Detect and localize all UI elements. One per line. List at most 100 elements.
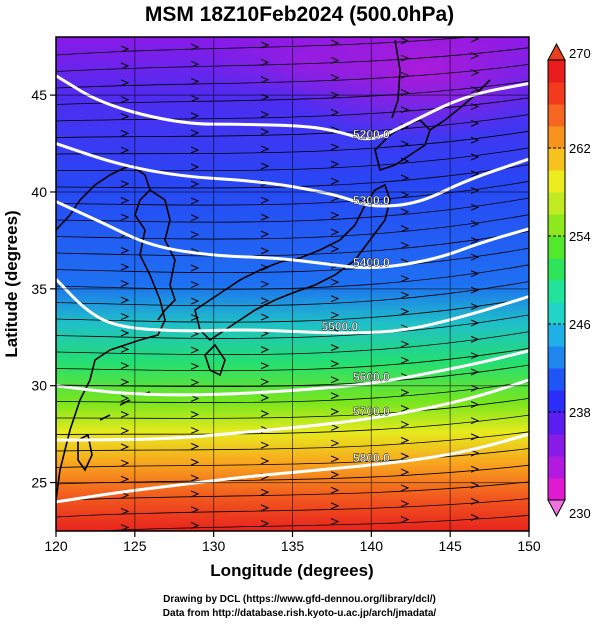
streamline [56, 114, 529, 138]
wind-arrow [260, 230, 270, 238]
wind-arrow [400, 71, 410, 79]
wind-arrow [400, 421, 410, 428]
wind-arrow [120, 459, 130, 467]
wind-arrow [260, 297, 270, 305]
y-tick-label: 45 [31, 87, 47, 103]
wind-arrow [400, 106, 410, 114]
wind-arrow [470, 303, 480, 311]
wind-arrow [190, 362, 200, 370]
wind-arrow [190, 506, 200, 514]
colorbar-label: 254 [569, 229, 591, 244]
wind-arrow [330, 56, 340, 64]
wind-arrow [190, 442, 200, 450]
wind-arrow [260, 280, 270, 288]
height-contour [56, 378, 529, 442]
y-axis-ticks: 25 30 35 40 45 [31, 87, 56, 491]
streamline [56, 130, 529, 155]
wind-arrow [190, 95, 200, 103]
wind-arrow [330, 278, 340, 286]
wind-arrow [330, 360, 340, 368]
wind-arrow [260, 58, 270, 66]
wind-arrow [260, 394, 270, 402]
colorbar-segment [548, 456, 565, 479]
wind-arrow [190, 77, 200, 85]
wind-arrow [400, 54, 410, 62]
colorbar-segment [548, 258, 565, 281]
wind-arrow [470, 417, 480, 425]
wind-arrow [470, 187, 480, 194]
wind-arrow [470, 203, 480, 211]
streamline [56, 297, 529, 323]
wind-arrow [120, 263, 130, 271]
wind-arrow [400, 436, 410, 444]
wind-arrow [120, 507, 130, 515]
wind-arrow [260, 76, 270, 84]
footer-credit: Drawing by DCL (https://www.gfd-dennou.o… [163, 594, 436, 605]
streamline [56, 80, 529, 105]
colorbar-segment [548, 390, 565, 413]
wind-arrow [260, 504, 270, 512]
wind-arrow [470, 335, 480, 343]
wind-arrow [400, 516, 410, 523]
x-tick-label: 125 [123, 538, 147, 554]
wind-arrow [120, 62, 130, 70]
wind-arrow [120, 313, 130, 321]
streamline [56, 97, 529, 122]
streamline [56, 214, 529, 240]
wind-arrow [260, 162, 270, 170]
wind-arrow [190, 281, 200, 289]
streamline [56, 498, 529, 518]
colorbar-segment [548, 324, 565, 347]
colorbar-segment [548, 170, 565, 193]
wind-arrow [120, 411, 130, 418]
wind-arrow [330, 439, 340, 447]
colorbar-segment [548, 60, 565, 83]
wind-arrow [120, 524, 130, 531]
wind-arrow [470, 368, 480, 376]
wind-arrow [120, 197, 130, 204]
wind-arrow [260, 128, 270, 136]
x-axis-ticks: 120 125 130 135 140 145 150 [44, 531, 541, 554]
streamline [92, 514, 529, 531]
wind-arrow [400, 241, 410, 249]
x-tick-label: 135 [281, 538, 305, 554]
wind-arrow [120, 378, 130, 386]
colorbar-segment [548, 236, 565, 259]
wind-arrow [190, 458, 200, 466]
wind-arrow [400, 291, 410, 299]
x-tick-label: 140 [360, 538, 384, 554]
wind-arrow [470, 86, 480, 94]
wind-arrow [190, 474, 200, 482]
wind-arrow [120, 96, 130, 104]
wind-arrow [330, 160, 340, 168]
wind-arrow [470, 319, 480, 327]
wind-arrow [190, 146, 200, 154]
wind-arrow [120, 180, 130, 188]
wind-arrow [470, 69, 480, 77]
height-contours: 5200.05300.05400.05500.05600.05700.05800… [56, 74, 529, 504]
height-contour [56, 200, 529, 270]
wind-arrow [400, 484, 410, 492]
wind-arrow [330, 143, 340, 151]
wind-arrow [330, 455, 340, 463]
x-tick-label: 130 [202, 538, 226, 554]
wind-arrow [470, 384, 480, 392]
wind-arrow [190, 231, 200, 239]
wind-arrow [120, 362, 130, 370]
streamline [56, 47, 529, 72]
streamline [56, 398, 529, 419]
wind-arrow [260, 362, 270, 370]
colorbar-segment [548, 412, 565, 435]
wind-arrow [330, 392, 340, 400]
wind-arrow [330, 245, 340, 253]
y-axis-label: Latitude (degrees) [2, 210, 21, 357]
wind-arrow [330, 228, 340, 236]
wind-arrow [400, 191, 410, 199]
wind-arrow [400, 157, 410, 165]
wind-arrow [190, 522, 200, 529]
colorbar-label: 238 [569, 405, 591, 420]
streamline [56, 197, 529, 223]
colorbar-label: 262 [569, 141, 591, 156]
wind-arrow [120, 475, 130, 483]
wind-arrow [330, 39, 340, 47]
